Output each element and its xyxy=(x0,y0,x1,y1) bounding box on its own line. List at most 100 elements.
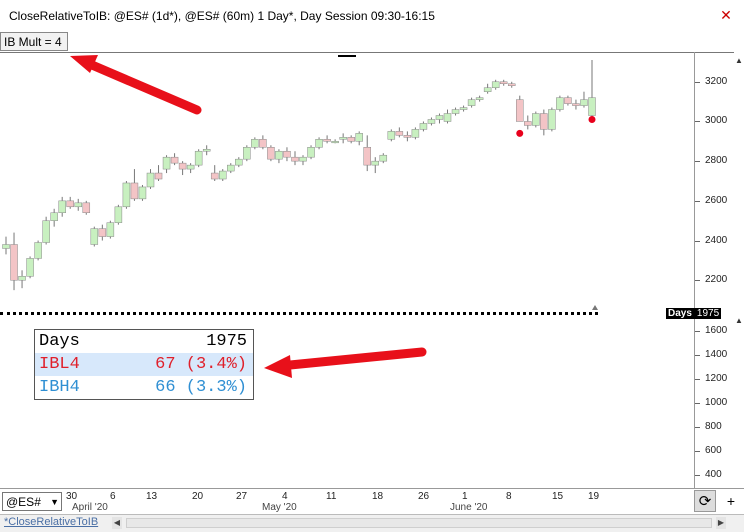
candle xyxy=(10,232,18,291)
date-tick-label: 11 xyxy=(326,491,337,502)
candle-body xyxy=(130,182,139,200)
candle xyxy=(82,200,91,215)
price-tick-label: 3200 xyxy=(705,75,728,87)
candle xyxy=(186,163,195,174)
candle xyxy=(90,226,99,247)
candle-body xyxy=(154,172,163,180)
add-icon[interactable]: + xyxy=(726,493,736,509)
candle-body xyxy=(74,202,82,208)
stats-table: Days 1975 IBL4 67 (3.4%) IBH4 66 (3.3%) xyxy=(34,329,254,400)
candle-body xyxy=(475,97,484,100)
candle-body xyxy=(427,119,436,124)
candle-body xyxy=(483,87,492,92)
close-icon[interactable]: ✕ xyxy=(720,7,732,23)
price-axis: 3200 3000 2800 2600 2400 2200 1600 1400 1200 100… xyxy=(694,52,735,488)
candle-body xyxy=(315,139,323,148)
scroll-right-icon[interactable]: ▶ xyxy=(716,517,726,529)
horizontal-scrollbar[interactable] xyxy=(126,518,712,528)
candle xyxy=(483,83,492,94)
price-tick-mark xyxy=(695,200,700,202)
candle xyxy=(499,79,508,86)
candle xyxy=(355,131,363,146)
sub-tick-label: 1600 xyxy=(705,324,728,336)
symbol-selector[interactable]: @ES# ▼ xyxy=(2,492,62,511)
candle-body xyxy=(146,172,155,188)
sub-tick-mark xyxy=(695,450,700,452)
arrow-to-stats-table xyxy=(264,347,427,378)
month-label: May '20 xyxy=(262,502,297,513)
date-tick-label: 6 xyxy=(110,491,116,502)
candle-body xyxy=(291,156,299,162)
candle-body xyxy=(339,137,347,140)
candle-body xyxy=(443,113,452,122)
candle-body xyxy=(162,156,171,170)
sub-tick-mark xyxy=(695,330,700,332)
stats-label: IBL4 xyxy=(39,355,80,374)
candle xyxy=(339,133,347,144)
price-tick-label: 3000 xyxy=(705,115,728,127)
candle-body xyxy=(363,147,371,166)
sub-tick-mark xyxy=(695,426,700,428)
candle xyxy=(451,107,460,116)
refresh-icon[interactable]: ⟳ xyxy=(694,490,716,512)
sub-tick-mark xyxy=(695,402,700,404)
candle-body xyxy=(355,133,363,142)
candle xyxy=(154,165,163,181)
candle xyxy=(379,153,388,164)
last-bar-marker xyxy=(592,305,598,310)
candle-body xyxy=(82,202,91,214)
candle xyxy=(459,105,468,112)
workspace-tab-bar: *CloseRelativeToIB ◀ ▶ xyxy=(0,514,744,532)
candle-body xyxy=(66,200,74,208)
days-value-tag: Days 1975 xyxy=(666,308,722,319)
candle xyxy=(98,224,107,241)
candle xyxy=(58,196,66,217)
candle-body xyxy=(267,147,275,160)
stats-row-ibh: IBH4 66 (3.3%) xyxy=(35,376,253,399)
price-tick-label: 2600 xyxy=(705,194,728,206)
candle-body xyxy=(331,141,339,144)
date-tick-label: 30 xyxy=(66,491,78,502)
candle-body xyxy=(387,131,396,140)
stats-row-days: Days 1975 xyxy=(35,330,253,353)
stats-label: IBH4 xyxy=(39,378,80,397)
candle-body xyxy=(42,220,50,243)
candle-body xyxy=(419,123,428,130)
candle xyxy=(2,236,10,255)
workspace-tab[interactable]: *CloseRelativeToIB xyxy=(4,516,99,528)
date-tick-label: 27 xyxy=(236,491,248,502)
date-tick-label: 4 xyxy=(282,491,288,502)
date-axis-bar: @ES# ▼ 30 6 13 20 27 4 11 18 26 1 8 15 19 April '20 Ma… xyxy=(0,488,744,515)
candle-body xyxy=(435,115,444,120)
candle-body xyxy=(202,148,211,152)
candle xyxy=(34,240,42,261)
candle xyxy=(202,145,211,156)
candle xyxy=(435,113,444,124)
sub-tick-label: 1000 xyxy=(705,396,728,408)
annotation-arrows xyxy=(70,55,427,378)
candle-body xyxy=(26,258,34,277)
price-tick-mark xyxy=(695,81,700,83)
scroll-up-icon-2[interactable]: ▲ xyxy=(735,316,743,325)
candle-body xyxy=(371,160,380,166)
candle xyxy=(323,135,331,144)
scroll-up-icon[interactable]: ▲ xyxy=(735,56,743,65)
candle-body xyxy=(227,164,235,172)
candle-body xyxy=(588,97,596,116)
candle-body xyxy=(323,139,331,142)
signal-marker xyxy=(516,129,524,137)
price-tick-label: 2800 xyxy=(705,155,728,167)
candle-body xyxy=(275,150,283,160)
stats-label: Days xyxy=(39,332,80,351)
candle xyxy=(347,135,355,144)
candle-body xyxy=(2,244,10,249)
candle-body xyxy=(556,97,564,110)
markers-group xyxy=(516,115,596,137)
candle xyxy=(387,129,396,142)
candle-body xyxy=(403,135,412,138)
scroll-left-icon[interactable]: ◀ xyxy=(112,517,122,529)
pane-separator[interactable] xyxy=(0,312,598,315)
top-plot-divider xyxy=(0,52,734,53)
candle-body xyxy=(524,121,532,126)
